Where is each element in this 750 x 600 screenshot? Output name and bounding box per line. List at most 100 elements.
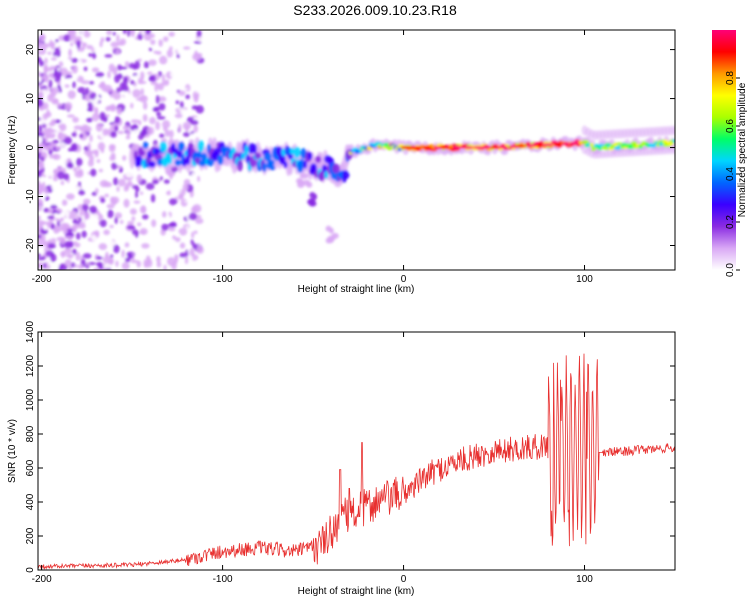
spectral-blob: [69, 42, 74, 47]
spectral-blob: [161, 73, 166, 83]
spectral-blob: [170, 142, 176, 153]
spectral-blob: [104, 251, 109, 260]
spectral-blob: [148, 75, 154, 82]
spectral-blob: [168, 130, 174, 138]
spectral-blob: [254, 152, 262, 160]
spectral-blob: [75, 157, 83, 167]
spectral-blob: [122, 30, 127, 35]
spectral-blob: [484, 145, 493, 150]
spectral-blob: [177, 184, 182, 187]
spectral-blob: [104, 207, 108, 216]
spectral-blob: [59, 222, 68, 231]
spectral-blob: [63, 84, 70, 88]
spectral-blob: [117, 130, 125, 135]
spectral-blob: [306, 65, 310, 68]
spectral-blob: [103, 229, 110, 236]
spectral-blob: [100, 147, 105, 154]
spectral-blob: [192, 45, 199, 50]
spectral-blob: [438, 145, 451, 150]
spectral-blob: [87, 142, 91, 152]
spectral-blob: [178, 227, 188, 236]
spectral-blob: [305, 88, 311, 95]
spectral-blob: [218, 237, 223, 242]
colorbar-gradient: [712, 30, 736, 270]
spectral-blob: [96, 249, 102, 255]
spectral-blob: [86, 44, 94, 50]
spectral-blob: [124, 92, 130, 100]
spectral-blob: [115, 49, 120, 55]
spectral-blob: [157, 65, 166, 69]
spectral-blob: [109, 155, 116, 161]
spectral-blob: [141, 214, 149, 220]
spectral-blob: [61, 250, 65, 259]
spectral-blob: [60, 180, 65, 186]
spectral-blob: [70, 262, 76, 268]
spectral-blob: [159, 133, 165, 138]
spectral-blob: [213, 147, 221, 157]
spectral-blob: [133, 129, 142, 133]
spectrogram-frame: [37, 29, 676, 271]
spectral-blob: [185, 94, 191, 100]
spectral-blob: [102, 128, 109, 136]
spectral-blob: [38, 234, 42, 239]
spectral-blob: [139, 169, 143, 173]
spectral-blob: [124, 61, 130, 68]
spectral-blob: [112, 31, 116, 36]
colorbar: 0.0 0.2 0.4 0.6 0.8 Normalized spectral ampl…: [712, 30, 748, 277]
spectral-blob: [268, 53, 274, 59]
spectral-blob: [61, 199, 68, 206]
spectral-blob: [175, 100, 180, 105]
spectral-blob: [60, 113, 65, 120]
spectral-blob: [124, 161, 130, 165]
spectrogram-xtick-label: 0: [401, 274, 407, 285]
spectral-blob: [130, 80, 135, 85]
spectral-blob: [122, 71, 130, 75]
spectral-blob: [88, 187, 93, 191]
spectral-blob: [147, 206, 156, 213]
spectral-blob: [293, 146, 301, 159]
spectrogram-xlabel: Height of straight line (km): [298, 284, 415, 295]
spectral-blob: [206, 117, 211, 121]
spectral-blob: [246, 119, 251, 123]
spectral-blob: [151, 219, 157, 228]
spectral-blob: [44, 196, 50, 202]
spectral-blob: [174, 236, 181, 243]
spectral-blob: [191, 197, 200, 201]
spectral-blob: [97, 263, 104, 270]
spectral-blob: [46, 128, 56, 133]
spectral-blob: [158, 39, 163, 47]
spectral-blob: [125, 183, 130, 190]
spectral-blob: [314, 248, 319, 254]
spectral-blob: [236, 159, 243, 172]
spectral-blob: [284, 106, 290, 109]
spectral-blob: [263, 127, 266, 131]
spectral-blob: [310, 49, 317, 56]
spectral-blob: [111, 162, 118, 170]
spectral-blob: [54, 191, 63, 198]
spectral-blob: [93, 48, 102, 53]
spectral-blob: [55, 38, 59, 43]
spectral-blob: [333, 191, 339, 195]
spectral-blob: [178, 50, 184, 56]
spectral-blob: [41, 221, 49, 226]
spectral-blob: [201, 241, 206, 246]
spectral-blob: [323, 134, 329, 139]
spectral-blob: [103, 181, 113, 188]
spectral-blob: [123, 210, 128, 219]
spectral-blob: [100, 92, 108, 97]
spectral-blob: [651, 143, 657, 148]
spectrogram-ytick-label: -20: [25, 238, 36, 253]
spectral-blob: [142, 114, 148, 122]
spectral-blob: [46, 232, 54, 240]
spectral-blob: [69, 210, 77, 220]
spectral-blob: [178, 90, 186, 96]
spectral-blob: [135, 190, 139, 199]
spectral-blob: [108, 116, 114, 122]
spectral-blob: [143, 69, 150, 78]
spectral-blob: [38, 225, 42, 230]
spectral-blob: [497, 145, 508, 149]
spectral-blob: [332, 163, 341, 174]
spectral-blob: [149, 117, 156, 125]
spectral-blob: [150, 193, 156, 203]
spectral-blob: [262, 162, 267, 173]
